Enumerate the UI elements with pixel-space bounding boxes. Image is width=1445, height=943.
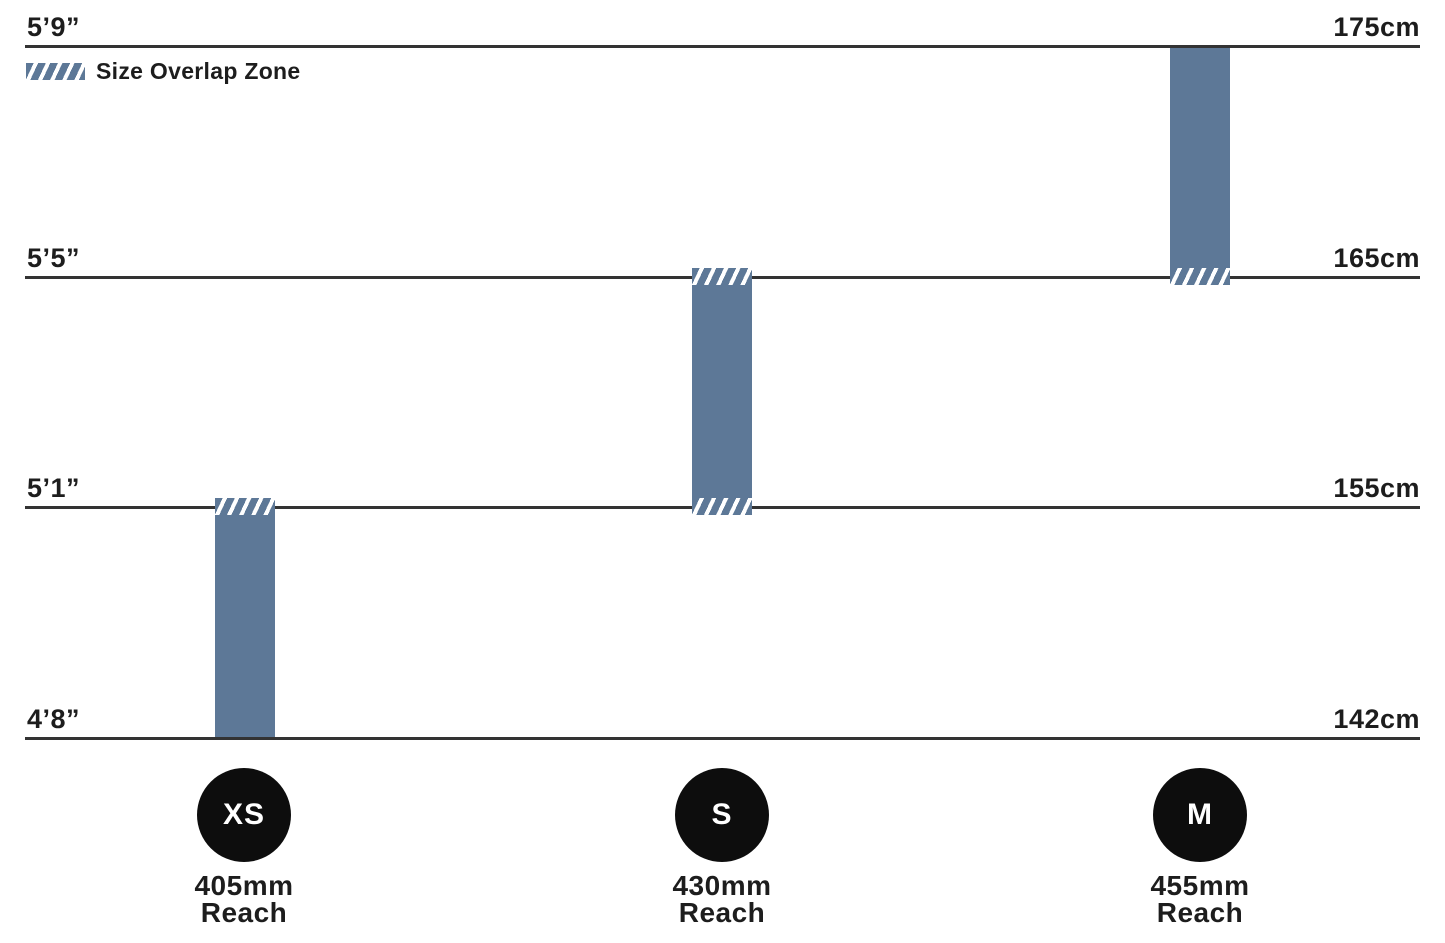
size-badge-s-label: S xyxy=(711,798,733,831)
size-badge-m: M xyxy=(1153,768,1247,862)
height-label-imperial-5ft9: 5’9” xyxy=(27,12,81,42)
bar-size-xs xyxy=(215,498,275,737)
height-label-metric-165cm: 165cm xyxy=(1333,243,1420,273)
bar-size-m xyxy=(1170,48,1230,285)
legend-label: Size Overlap Zone xyxy=(96,58,301,84)
height-label-imperial-4ft8: 4’8” xyxy=(27,704,81,734)
overlap-zone-s-top-icon xyxy=(692,268,752,285)
overlap-hatch-swatch-icon xyxy=(26,63,85,80)
size-badge-m-label: M xyxy=(1187,798,1213,831)
reach-label-m: 455mm Reach xyxy=(1090,870,1310,928)
gridline-175cm xyxy=(25,45,1420,48)
size-overlap-legend: Size Overlap Zone xyxy=(26,58,301,85)
reach-label-xs: 405mm Reach xyxy=(134,870,354,928)
reach-label-s: 430mm Reach xyxy=(612,870,832,928)
height-label-metric-142cm: 142cm xyxy=(1333,704,1420,734)
height-label-imperial-5ft5: 5’5” xyxy=(27,243,81,273)
gridline-142cm xyxy=(25,737,1420,740)
height-label-metric-175cm: 175cm xyxy=(1333,12,1420,42)
reach-caption-s: Reach xyxy=(678,897,766,928)
reach-value-xs: 405mm xyxy=(194,870,294,901)
size-badge-xs: XS xyxy=(197,768,291,862)
size-badge-s: S xyxy=(675,768,769,862)
height-label-imperial-5ft1: 5’1” xyxy=(27,473,81,503)
reach-value-s: 430mm xyxy=(672,870,772,901)
size-badge-xs-label: XS xyxy=(222,798,266,831)
bar-size-s xyxy=(692,268,752,515)
reach-caption-xs: Reach xyxy=(200,897,288,928)
reach-value-m: 455mm xyxy=(1150,870,1250,901)
overlap-zone-xs-top-icon xyxy=(215,498,275,515)
overlap-zone-s-bottom-icon xyxy=(692,498,752,515)
overlap-zone-m-bottom-icon xyxy=(1170,268,1230,285)
reach-caption-m: Reach xyxy=(1156,897,1244,928)
height-label-metric-155cm: 155cm xyxy=(1333,473,1420,503)
